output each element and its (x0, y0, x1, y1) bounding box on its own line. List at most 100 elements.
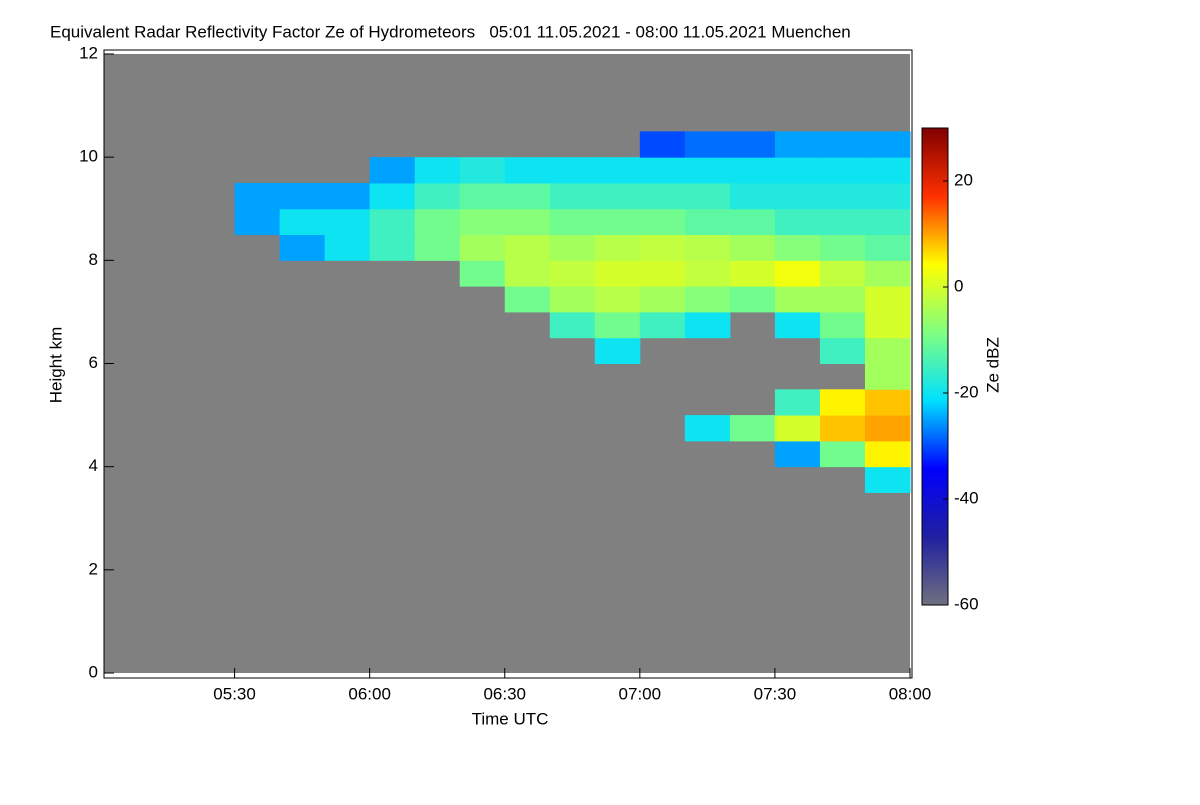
heatmap-cell (369, 157, 416, 184)
heatmap-cell (594, 286, 641, 313)
heatmap-cell (414, 234, 461, 261)
heatmap-cell (774, 415, 821, 442)
heatmap-cell (864, 363, 911, 390)
heatmap-cell (639, 311, 686, 339)
heatmap-cell (819, 389, 866, 416)
heatmap-cell (369, 208, 416, 236)
y-tick-label: 4 (89, 456, 98, 475)
heatmap-cell (549, 182, 596, 210)
y-tick-label: 8 (89, 250, 98, 269)
y-axis-label: Height km (46, 327, 65, 404)
heatmap-cell (639, 182, 686, 210)
heatmap-cell (819, 234, 866, 261)
heatmap-cell (774, 389, 821, 416)
heatmap-cell (414, 157, 461, 184)
y-tick-label: 6 (89, 353, 98, 372)
x-tick-label: 06:00 (348, 684, 391, 703)
heatmap-cell (729, 286, 776, 313)
heatmap-cell (729, 260, 776, 287)
heatmap-cell (864, 389, 911, 416)
x-tick-label: 05:30 (213, 684, 256, 703)
heatmap-cell (684, 286, 731, 313)
heatmap-cell (729, 208, 776, 236)
heatmap-cell (864, 131, 911, 158)
x-tick-label: 08:00 (889, 684, 932, 703)
heatmap-cell (864, 440, 911, 468)
heatmap-cell (819, 337, 866, 364)
heatmap-cell (774, 440, 821, 468)
heatmap-cell (774, 311, 821, 339)
heatmap-cell (639, 286, 686, 313)
heatmap-cell (819, 131, 866, 158)
heatmap-cell (864, 157, 911, 184)
heatmap-cell (279, 234, 326, 261)
heatmap-cell (864, 234, 911, 261)
heatmap-cell (684, 260, 731, 287)
heatmap-cell (324, 234, 371, 261)
heatmap-cell (459, 182, 506, 210)
colorbar-tick-label: -20 (954, 382, 979, 401)
heatmap-cell (324, 182, 371, 210)
heatmap-cell (819, 415, 866, 442)
y-tick-label: 0 (89, 662, 98, 681)
heatmap-cell (819, 440, 866, 468)
heatmap-cell (819, 286, 866, 313)
heatmap-cell (279, 182, 326, 210)
heatmap-cell (279, 208, 326, 236)
x-axis-label: Time UTC (472, 709, 549, 728)
heatmap-cell (549, 157, 596, 184)
heatmap-cell (864, 466, 911, 493)
heatmap-cell (549, 311, 596, 339)
heatmap-cell (594, 208, 641, 236)
heatmap-cell (414, 182, 461, 210)
x-tick-label: 07:00 (619, 684, 662, 703)
heatmap-cell (549, 286, 596, 313)
heatmap-cell (774, 131, 821, 158)
heatmap-cell (729, 131, 776, 158)
heatmap-cell (594, 337, 641, 364)
heatmap-cell (594, 157, 641, 184)
colorbar-tick-label: -60 (954, 594, 979, 613)
heatmap-cell (459, 234, 506, 261)
colorbar (921, 127, 949, 606)
heatmap-cell (774, 286, 821, 313)
heatmap-cell (774, 208, 821, 236)
heatmap-cell (684, 131, 731, 158)
heatmap-cell (234, 208, 281, 236)
heatmap-cell (819, 182, 866, 210)
heatmap-cell (459, 157, 506, 184)
heatmap-cell (504, 260, 551, 287)
heatmap-cell (684, 415, 731, 442)
heatmap-cell (864, 415, 911, 442)
x-tick-label: 06:30 (483, 684, 526, 703)
heatmap-cell (504, 208, 551, 236)
colorbar-tick-label: -40 (954, 488, 979, 507)
heatmap-cell (549, 260, 596, 287)
heatmap-cell (639, 234, 686, 261)
heatmap-cell (729, 157, 776, 184)
heatmap-cell (459, 208, 506, 236)
y-tick-label: 12 (79, 43, 98, 62)
heatmap-cell (864, 208, 911, 236)
heatmap-cell (729, 415, 776, 442)
y-tick-label: 2 (89, 559, 98, 578)
heatmap-cell (729, 234, 776, 261)
heatmap-cell (639, 131, 686, 158)
heatmap-cell (639, 208, 686, 236)
x-tick-label: 07:30 (754, 684, 797, 703)
heatmap-cell (864, 311, 911, 339)
heatmap-cell (594, 311, 641, 339)
chart-title: Equivalent Radar Reflectivity Factor Ze … (50, 22, 851, 41)
heatmap-cell (504, 157, 551, 184)
heatmap-cell (819, 260, 866, 287)
heatmap-cell (234, 182, 281, 210)
heatmap-cell (729, 182, 776, 210)
heatmap-cell (369, 234, 416, 261)
heatmap-cell (639, 157, 686, 184)
heatmap-cell (594, 234, 641, 261)
heatmap-cell (819, 311, 866, 339)
heatmap-cell (504, 182, 551, 210)
heatmap-cell (639, 260, 686, 287)
heatmap-cell (414, 208, 461, 236)
heatmap-cell (684, 157, 731, 184)
